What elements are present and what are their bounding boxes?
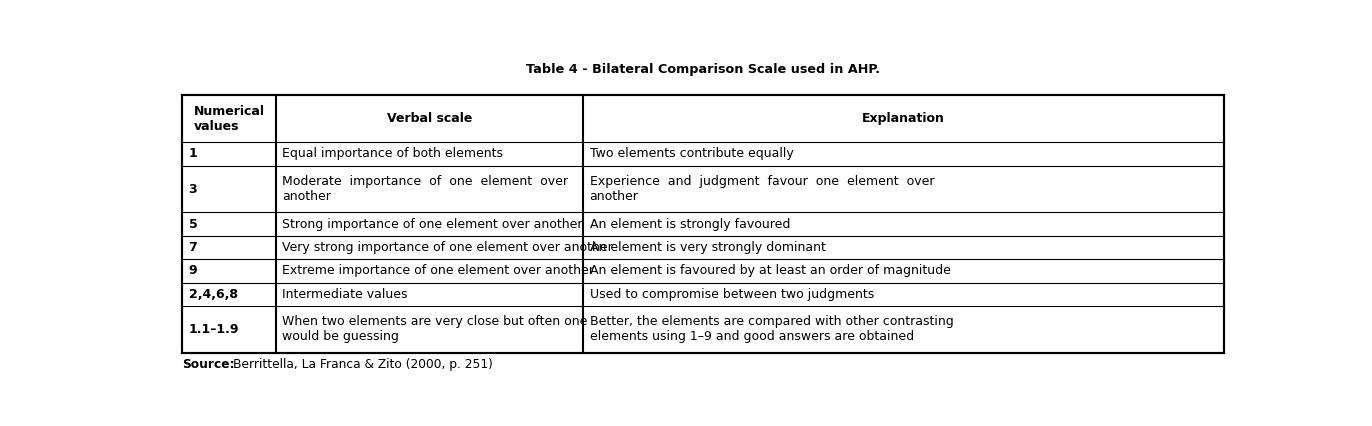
Text: Very strong importance of one element over another: Very strong importance of one element ov…: [283, 241, 613, 254]
Text: Verbal scale: Verbal scale: [387, 112, 472, 125]
Text: An element is strongly favoured: An element is strongly favoured: [590, 218, 790, 230]
Text: Berrittella, La Franca & Zito (2000, p. 251): Berrittella, La Franca & Zito (2000, p. …: [233, 358, 493, 371]
Text: Moderate  importance  of  one  element  over
another: Moderate importance of one element over …: [283, 175, 568, 203]
Text: Used to compromise between two judgments: Used to compromise between two judgments: [590, 288, 874, 301]
Text: Better, the elements are compared with other contrasting
elements using 1–9 and : Better, the elements are compared with o…: [590, 316, 954, 343]
Text: Extreme importance of one element over another: Extreme importance of one element over a…: [283, 265, 594, 277]
Text: Two elements contribute equally: Two elements contribute equally: [590, 147, 793, 161]
Text: 5: 5: [188, 218, 198, 230]
Text: Source:: Source:: [182, 358, 235, 371]
Text: When two elements are very close but often one
would be guessing: When two elements are very close but oft…: [283, 316, 587, 343]
Text: Explanation: Explanation: [863, 112, 945, 125]
Text: An element is very strongly dominant: An element is very strongly dominant: [590, 241, 826, 254]
Text: 2,4,6,8: 2,4,6,8: [188, 288, 237, 301]
Bar: [182, 95, 1224, 353]
Text: Equal importance of both elements: Equal importance of both elements: [283, 147, 504, 161]
Text: 7: 7: [188, 241, 198, 254]
Text: Experience  and  judgment  favour  one  element  over
another: Experience and judgment favour one eleme…: [590, 175, 934, 203]
Text: 9: 9: [188, 265, 198, 277]
Text: Numerical
values: Numerical values: [193, 105, 265, 133]
Text: 1: 1: [188, 147, 198, 161]
Text: An element is favoured by at least an order of magnitude: An element is favoured by at least an or…: [590, 265, 951, 277]
Text: 1.1–1.9: 1.1–1.9: [188, 323, 239, 336]
Text: Intermediate values: Intermediate values: [283, 288, 407, 301]
Text: 3: 3: [188, 182, 198, 196]
Text: Table 4 - Bilateral Comparison Scale used in AHP.: Table 4 - Bilateral Comparison Scale use…: [525, 63, 881, 75]
Text: Strong importance of one element over another: Strong importance of one element over an…: [283, 218, 583, 230]
